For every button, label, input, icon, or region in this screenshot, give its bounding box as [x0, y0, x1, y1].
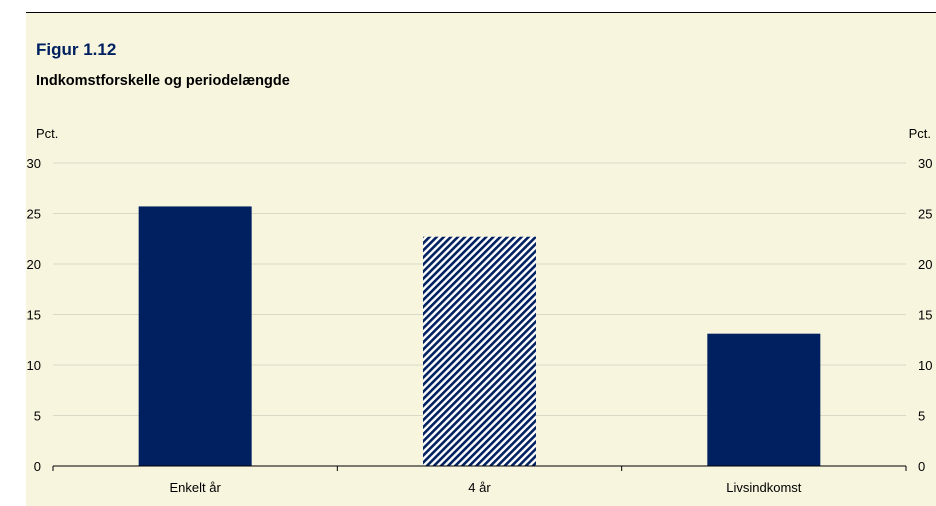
y-tick-label-left: 10 — [27, 358, 41, 373]
y-tick-label-right: 5 — [918, 409, 925, 424]
y-tick-label-left: 0 — [34, 459, 41, 474]
y-tick-label-left: 30 — [27, 156, 41, 171]
y-tick-label-left: 20 — [27, 257, 41, 272]
bars — [138, 206, 821, 466]
top-rule — [26, 12, 936, 13]
y-tick-label-right: 0 — [918, 459, 925, 474]
y-axis-label-left: Pct. — [36, 126, 58, 141]
y-tick-label-left: 25 — [27, 207, 41, 222]
x-category-label: Livsindkomst — [726, 480, 802, 495]
x-category-label: 4 år — [468, 480, 491, 495]
y-tick-label-right: 30 — [918, 156, 932, 171]
y-tick-label-left: 15 — [27, 308, 41, 323]
y-axis-label-right: Pct. — [909, 126, 931, 141]
y-tick-label-right: 10 — [918, 358, 932, 373]
figure-title: Indkomstforskelle og periodelængde — [36, 73, 290, 89]
y-tick-label-right: 15 — [918, 308, 932, 323]
y-tick-label-right: 25 — [918, 207, 932, 222]
bar — [707, 333, 821, 466]
x-category-label: Enkelt år — [170, 480, 222, 495]
y-tick-label-right: 20 — [918, 257, 932, 272]
y-tick-labels: 0 0 5 5 10 10 15 15 20 20 25 25 30 30 — [27, 156, 933, 474]
x-category-labels: Enkelt år 4 år Livsindkomst — [170, 480, 802, 495]
axes — [52, 465, 907, 471]
bar — [423, 236, 536, 466]
bar — [138, 206, 252, 466]
figure-number: Figur 1.12 — [36, 40, 117, 59]
y-tick-label-left: 5 — [34, 409, 41, 424]
